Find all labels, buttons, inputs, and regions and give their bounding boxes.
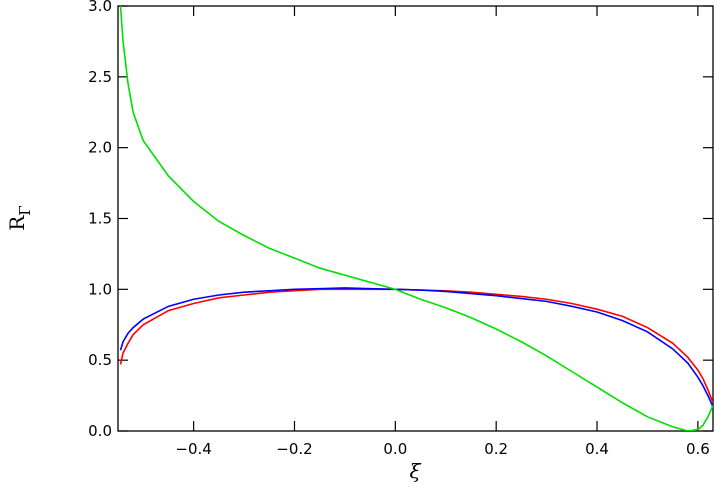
y-tick-label: 1.0 xyxy=(88,280,112,298)
x-axis-label: ξ xyxy=(409,459,421,483)
y-tick-label: 0.5 xyxy=(88,351,112,369)
y-tick-label: 1.5 xyxy=(88,210,112,228)
line-series xyxy=(119,287,713,408)
x-tick-label: 0.2 xyxy=(484,440,508,458)
y-tick-label: 2.5 xyxy=(88,68,112,86)
plot-frame xyxy=(117,5,714,432)
x-tick-label: −0.2 xyxy=(276,440,312,458)
x-tick-label: 0.4 xyxy=(585,440,609,458)
x-tick-label: 0.6 xyxy=(686,440,710,458)
line-series xyxy=(119,288,713,403)
y-axis-label-text: RΓ xyxy=(5,205,34,230)
y-axis-label: RΓ xyxy=(5,205,34,230)
x-tick-label: 0.0 xyxy=(383,440,407,458)
y-axis-label-sub: Γ xyxy=(16,205,34,215)
y-tick-label: 3.0 xyxy=(88,0,112,15)
x-tick-label: −0.4 xyxy=(175,440,211,458)
line-series xyxy=(119,6,713,431)
y-tick-label: 2.0 xyxy=(88,139,112,157)
y-axis-label-base: R xyxy=(5,215,29,231)
y-tick-label: 0.0 xyxy=(88,422,112,440)
